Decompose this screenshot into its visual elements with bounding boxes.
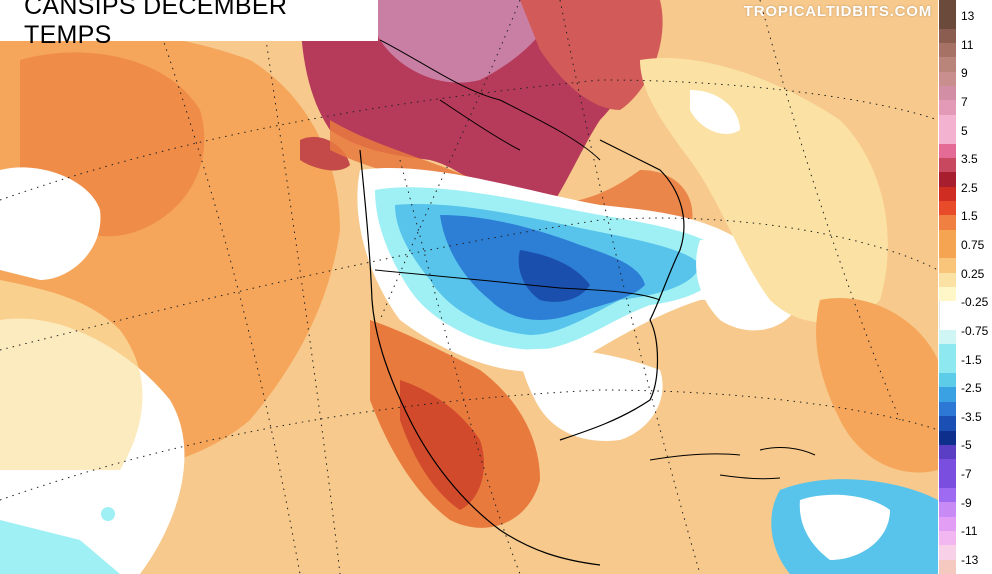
legend-swatch [939,315,956,331]
legend-swatch [939,516,956,532]
legend-label: -2.5 [961,381,982,396]
legend-label: 0.75 [961,238,985,253]
legend-swatch [939,129,956,144]
legend-swatch [939,530,956,546]
legend-swatch [939,0,956,15]
atlantic-warm-east [816,298,938,473]
legend-label: -5 [961,438,972,453]
legend-label: 5 [961,123,968,138]
temperature-anomaly-map: CANSIPS DECEMBER TEMPS TROPICALTIDBITS.C… [0,0,938,574]
caribbean-neutral [799,494,890,560]
legend-swatch [939,387,956,403]
legend-label: -13 [961,553,979,567]
credit-watermark: TROPICALTIDBITS.COM [743,3,932,20]
alaska-red [300,136,350,171]
legend-swatch [939,57,956,73]
legend-label: 7 [961,94,968,109]
legend-swatch [939,301,956,317]
legend-swatch [939,444,956,460]
legend-label: 9 [961,66,968,81]
legend-label: -1.5 [961,352,982,367]
legend-swatch [939,545,956,561]
legend-swatch [939,459,956,475]
legend-swatch [939,272,956,288]
arctic-coastline [379,39,601,161]
legend-swatch [939,43,956,58]
mexico-hot [400,380,484,510]
legend-swatch [939,373,956,388]
legend-swatch [939,258,956,274]
legend-swatch [939,344,956,360]
legend-swatch [939,229,956,245]
map-title: CANSIPS DECEMBER TEMPS [24,0,288,49]
legend-swatch [939,401,956,417]
legend-colorbar: 13 11 9 7 5 3.5 2.5 1.5 0.75 0.25 -0.25 -0.75 -1.5 -2… [938,0,992,574]
legend-swatch [939,200,956,216]
legend-swatch [939,473,956,489]
legend-swatch [939,86,956,101]
legend-swatch [939,14,956,30]
legend-label: -7 [961,467,972,482]
legend-swatch [939,487,956,503]
legend-swatch [939,157,956,173]
pacific-cool-dot [101,507,115,521]
pacific-light-band [0,280,143,470]
greenland-hot [520,0,663,110]
legend-label: -11 [961,524,978,539]
title-box: CANSIPS DECEMBER TEMPS [0,0,378,49]
legend-label: -0.25 [961,295,989,310]
map-graphic [0,0,938,574]
legend-swatch [939,502,956,518]
north-america-coastline [359,139,685,566]
legend-swatch [939,215,956,231]
legend-swatch [939,71,956,87]
legend-swatch [939,358,956,374]
legend-swatch [939,287,956,302]
legend-swatch [939,143,956,159]
graticule [0,0,938,574]
atlantic-neutral-b [690,90,740,134]
legend-swatch [939,114,956,130]
southeast-neutral [520,348,663,441]
legend-label: 11 [961,37,974,52]
arctic-extreme-region [360,0,560,83]
legend-label: -3.5 [961,409,982,424]
caribbean-islands [649,447,816,480]
legend-swatch [939,330,956,345]
legend-label: -9 [961,495,972,510]
legend-swatch [939,243,956,259]
legend-swatch [939,559,956,574]
legend-label: 0.25 [961,266,985,281]
legend-label: 2.5 [961,180,978,195]
legend-label: -0.75 [961,323,989,338]
legend-label: 13 [961,9,975,23]
legend-swatch [939,430,956,446]
atlantic-neutral-a [696,240,800,331]
legend-swatch [939,186,956,202]
us-canada-border [374,269,661,301]
legend-swatch [939,28,956,44]
legend-swatch [939,172,956,188]
legend-swatch [939,100,956,116]
legend-label: 3.5 [961,152,978,167]
pacific-neutral-patch-a [0,167,101,280]
legend-label: 1.5 [961,209,978,224]
legend-swatch [939,416,956,431]
pacific-cool-strip [0,520,120,574]
